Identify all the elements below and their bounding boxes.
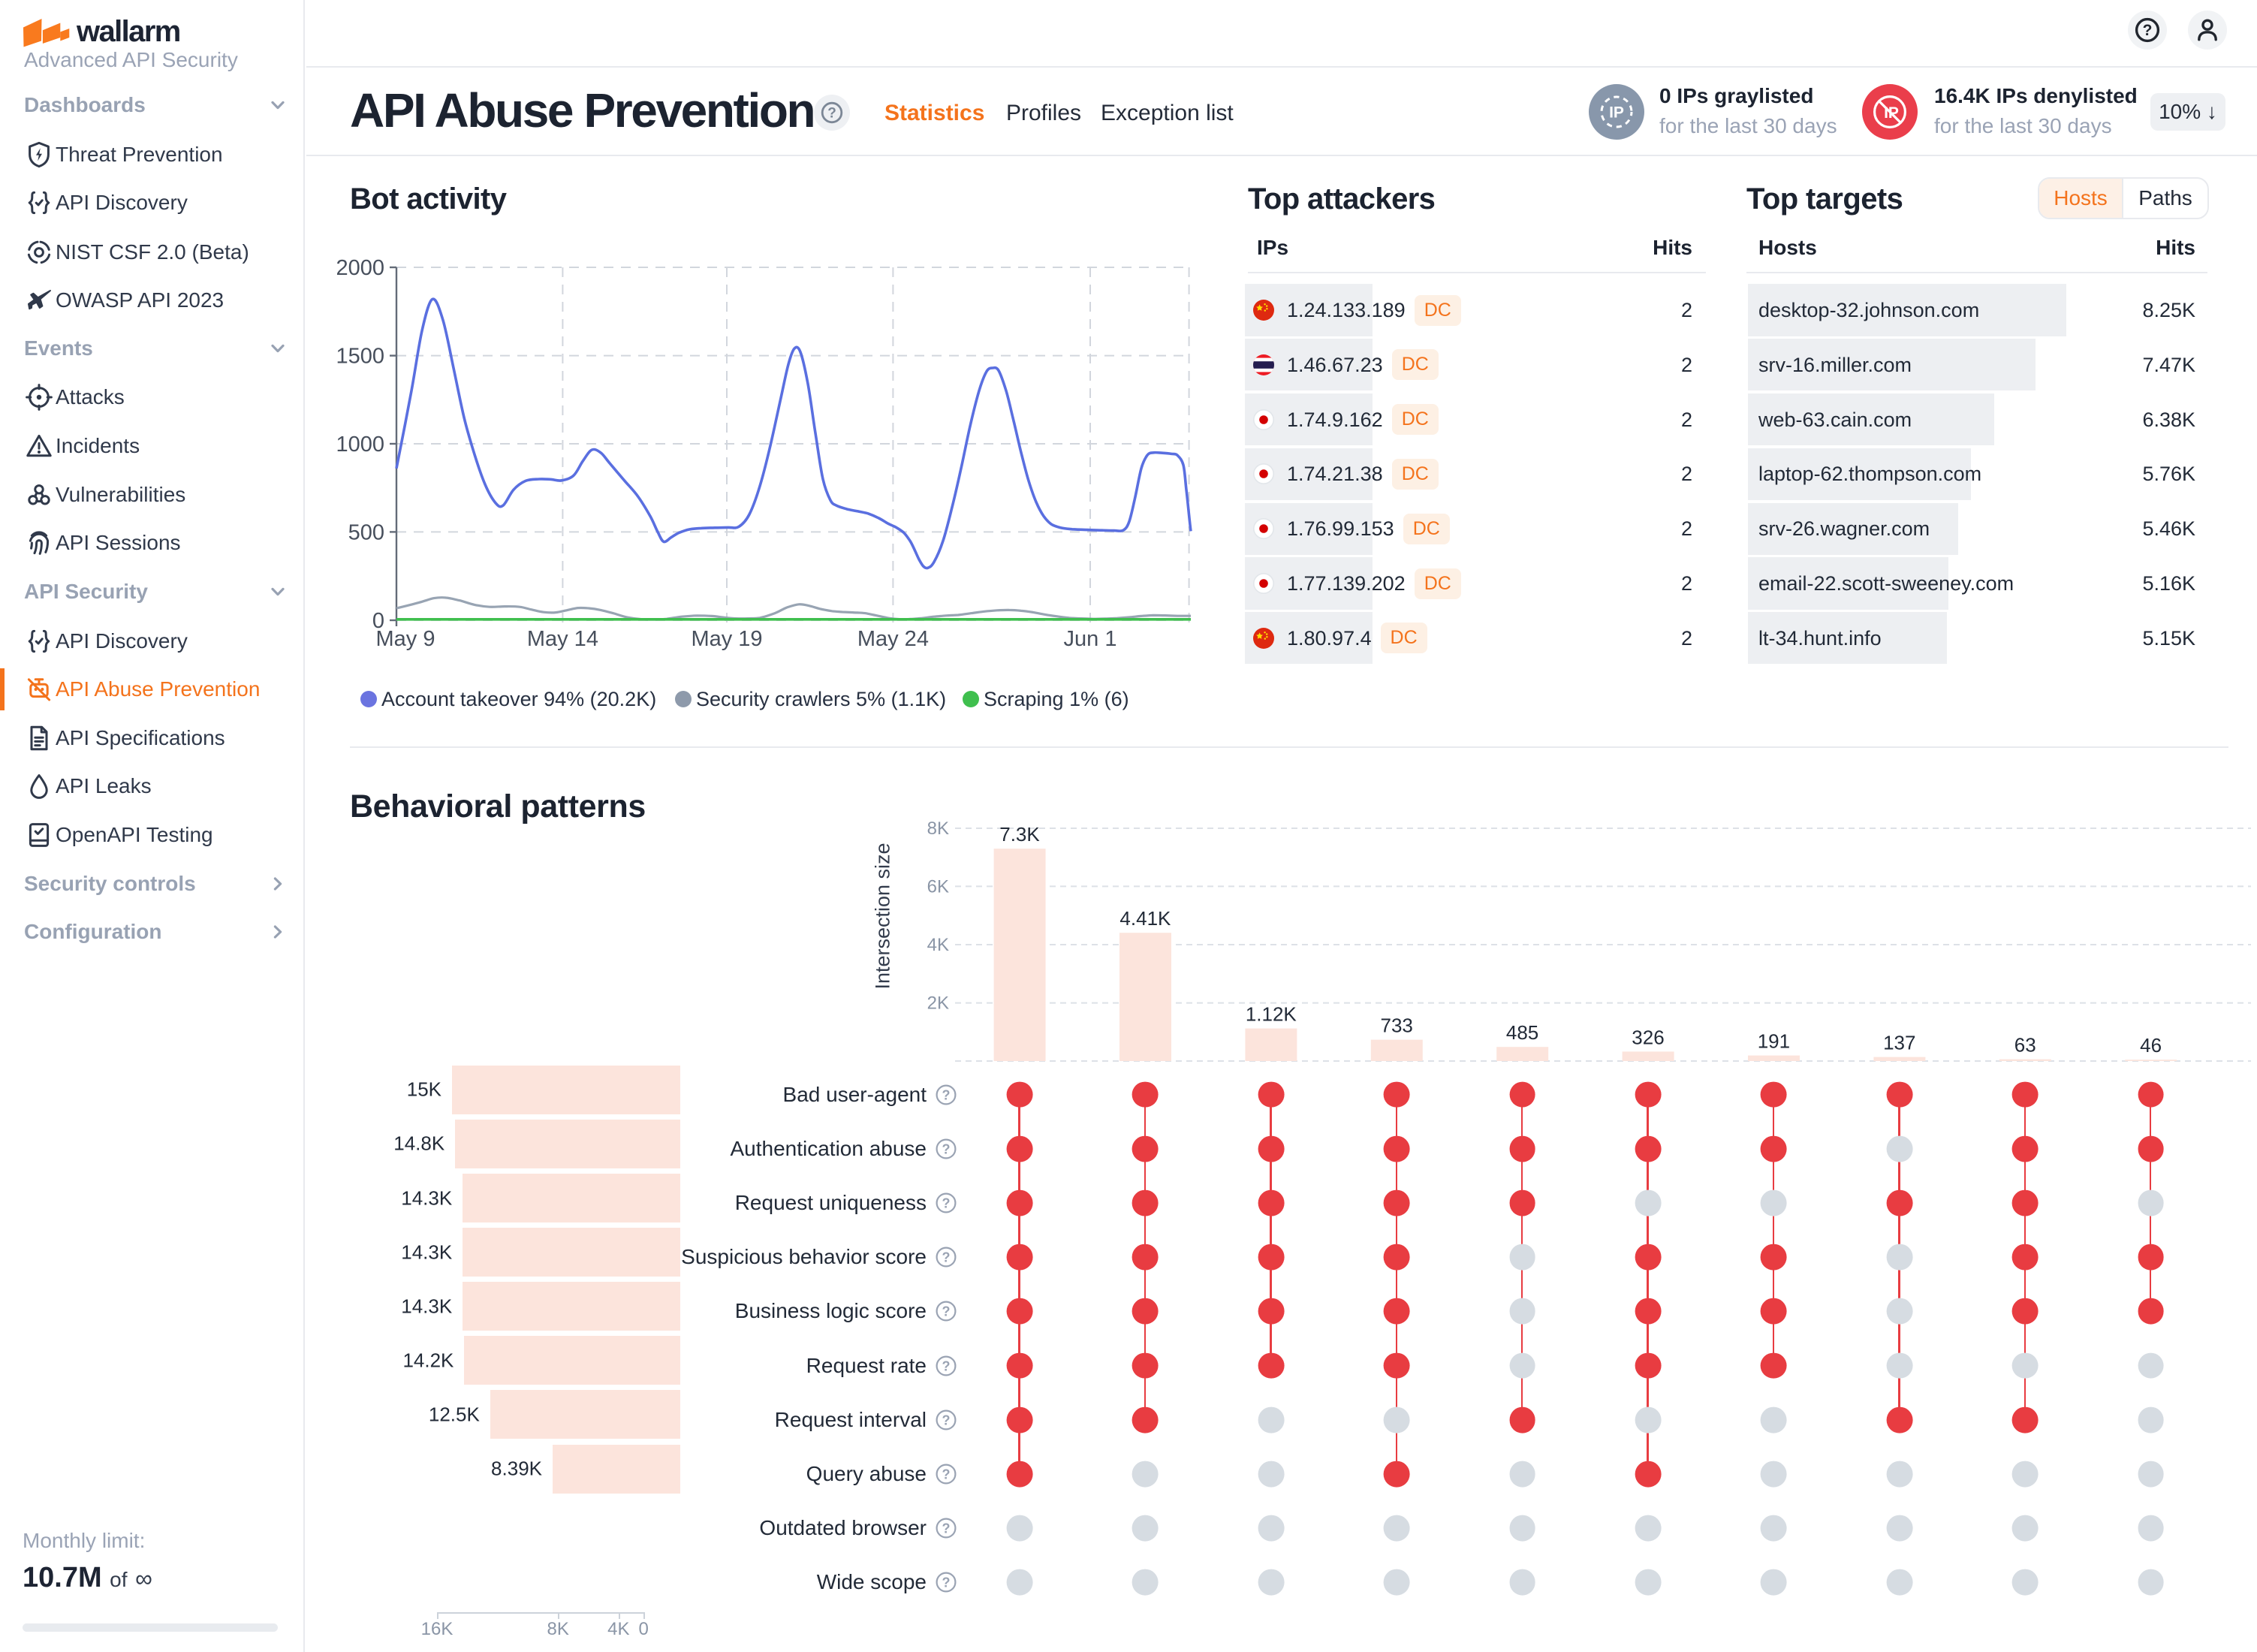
svg-text:?: ? <box>942 1358 951 1373</box>
svg-text:8K: 8K <box>927 818 949 839</box>
svg-text:?: ? <box>2143 22 2153 39</box>
svg-text:326: 326 <box>1632 1026 1664 1048</box>
svg-text:0: 0 <box>372 609 384 633</box>
svg-text:May 14: May 14 <box>527 627 598 651</box>
svg-text:1500: 1500 <box>336 345 384 369</box>
svg-text:?: ? <box>942 1467 951 1482</box>
svg-text:6K: 6K <box>927 876 949 897</box>
svg-text:?: ? <box>942 1575 951 1590</box>
svg-text:4.41K: 4.41K <box>1119 907 1171 930</box>
svg-text:1000: 1000 <box>336 433 384 457</box>
svg-text:?: ? <box>942 1304 951 1319</box>
svg-text:?: ? <box>942 1195 951 1210</box>
svg-text:?: ? <box>942 1250 951 1265</box>
svg-text:485: 485 <box>1506 1021 1538 1044</box>
svg-text:63: 63 <box>2014 1034 2036 1057</box>
svg-text:May 19: May 19 <box>691 627 762 651</box>
svg-text:46: 46 <box>2140 1034 2162 1057</box>
svg-text:4K: 4K <box>927 935 949 955</box>
svg-text:1.12K: 1.12K <box>1246 1003 1297 1026</box>
svg-text:Jun 1: Jun 1 <box>1064 627 1117 651</box>
svg-text:733: 733 <box>1381 1014 1413 1037</box>
svg-text:137: 137 <box>1883 1032 1915 1054</box>
svg-text:7.3K: 7.3K <box>999 823 1040 846</box>
svg-text:IP: IP <box>1609 104 1624 122</box>
svg-text:May 9: May 9 <box>376 627 435 651</box>
svg-text:2000: 2000 <box>336 256 384 280</box>
svg-text:?: ? <box>942 1141 951 1156</box>
svg-text:?: ? <box>942 1412 951 1427</box>
svg-text:?: ? <box>942 1087 951 1102</box>
svg-text:May 24: May 24 <box>857 627 929 651</box>
svg-text:500: 500 <box>348 520 384 544</box>
svg-text:?: ? <box>942 1521 951 1536</box>
svg-text:191: 191 <box>1758 1030 1790 1053</box>
svg-text:2K: 2K <box>927 993 949 1014</box>
svg-text:?: ? <box>827 105 836 121</box>
